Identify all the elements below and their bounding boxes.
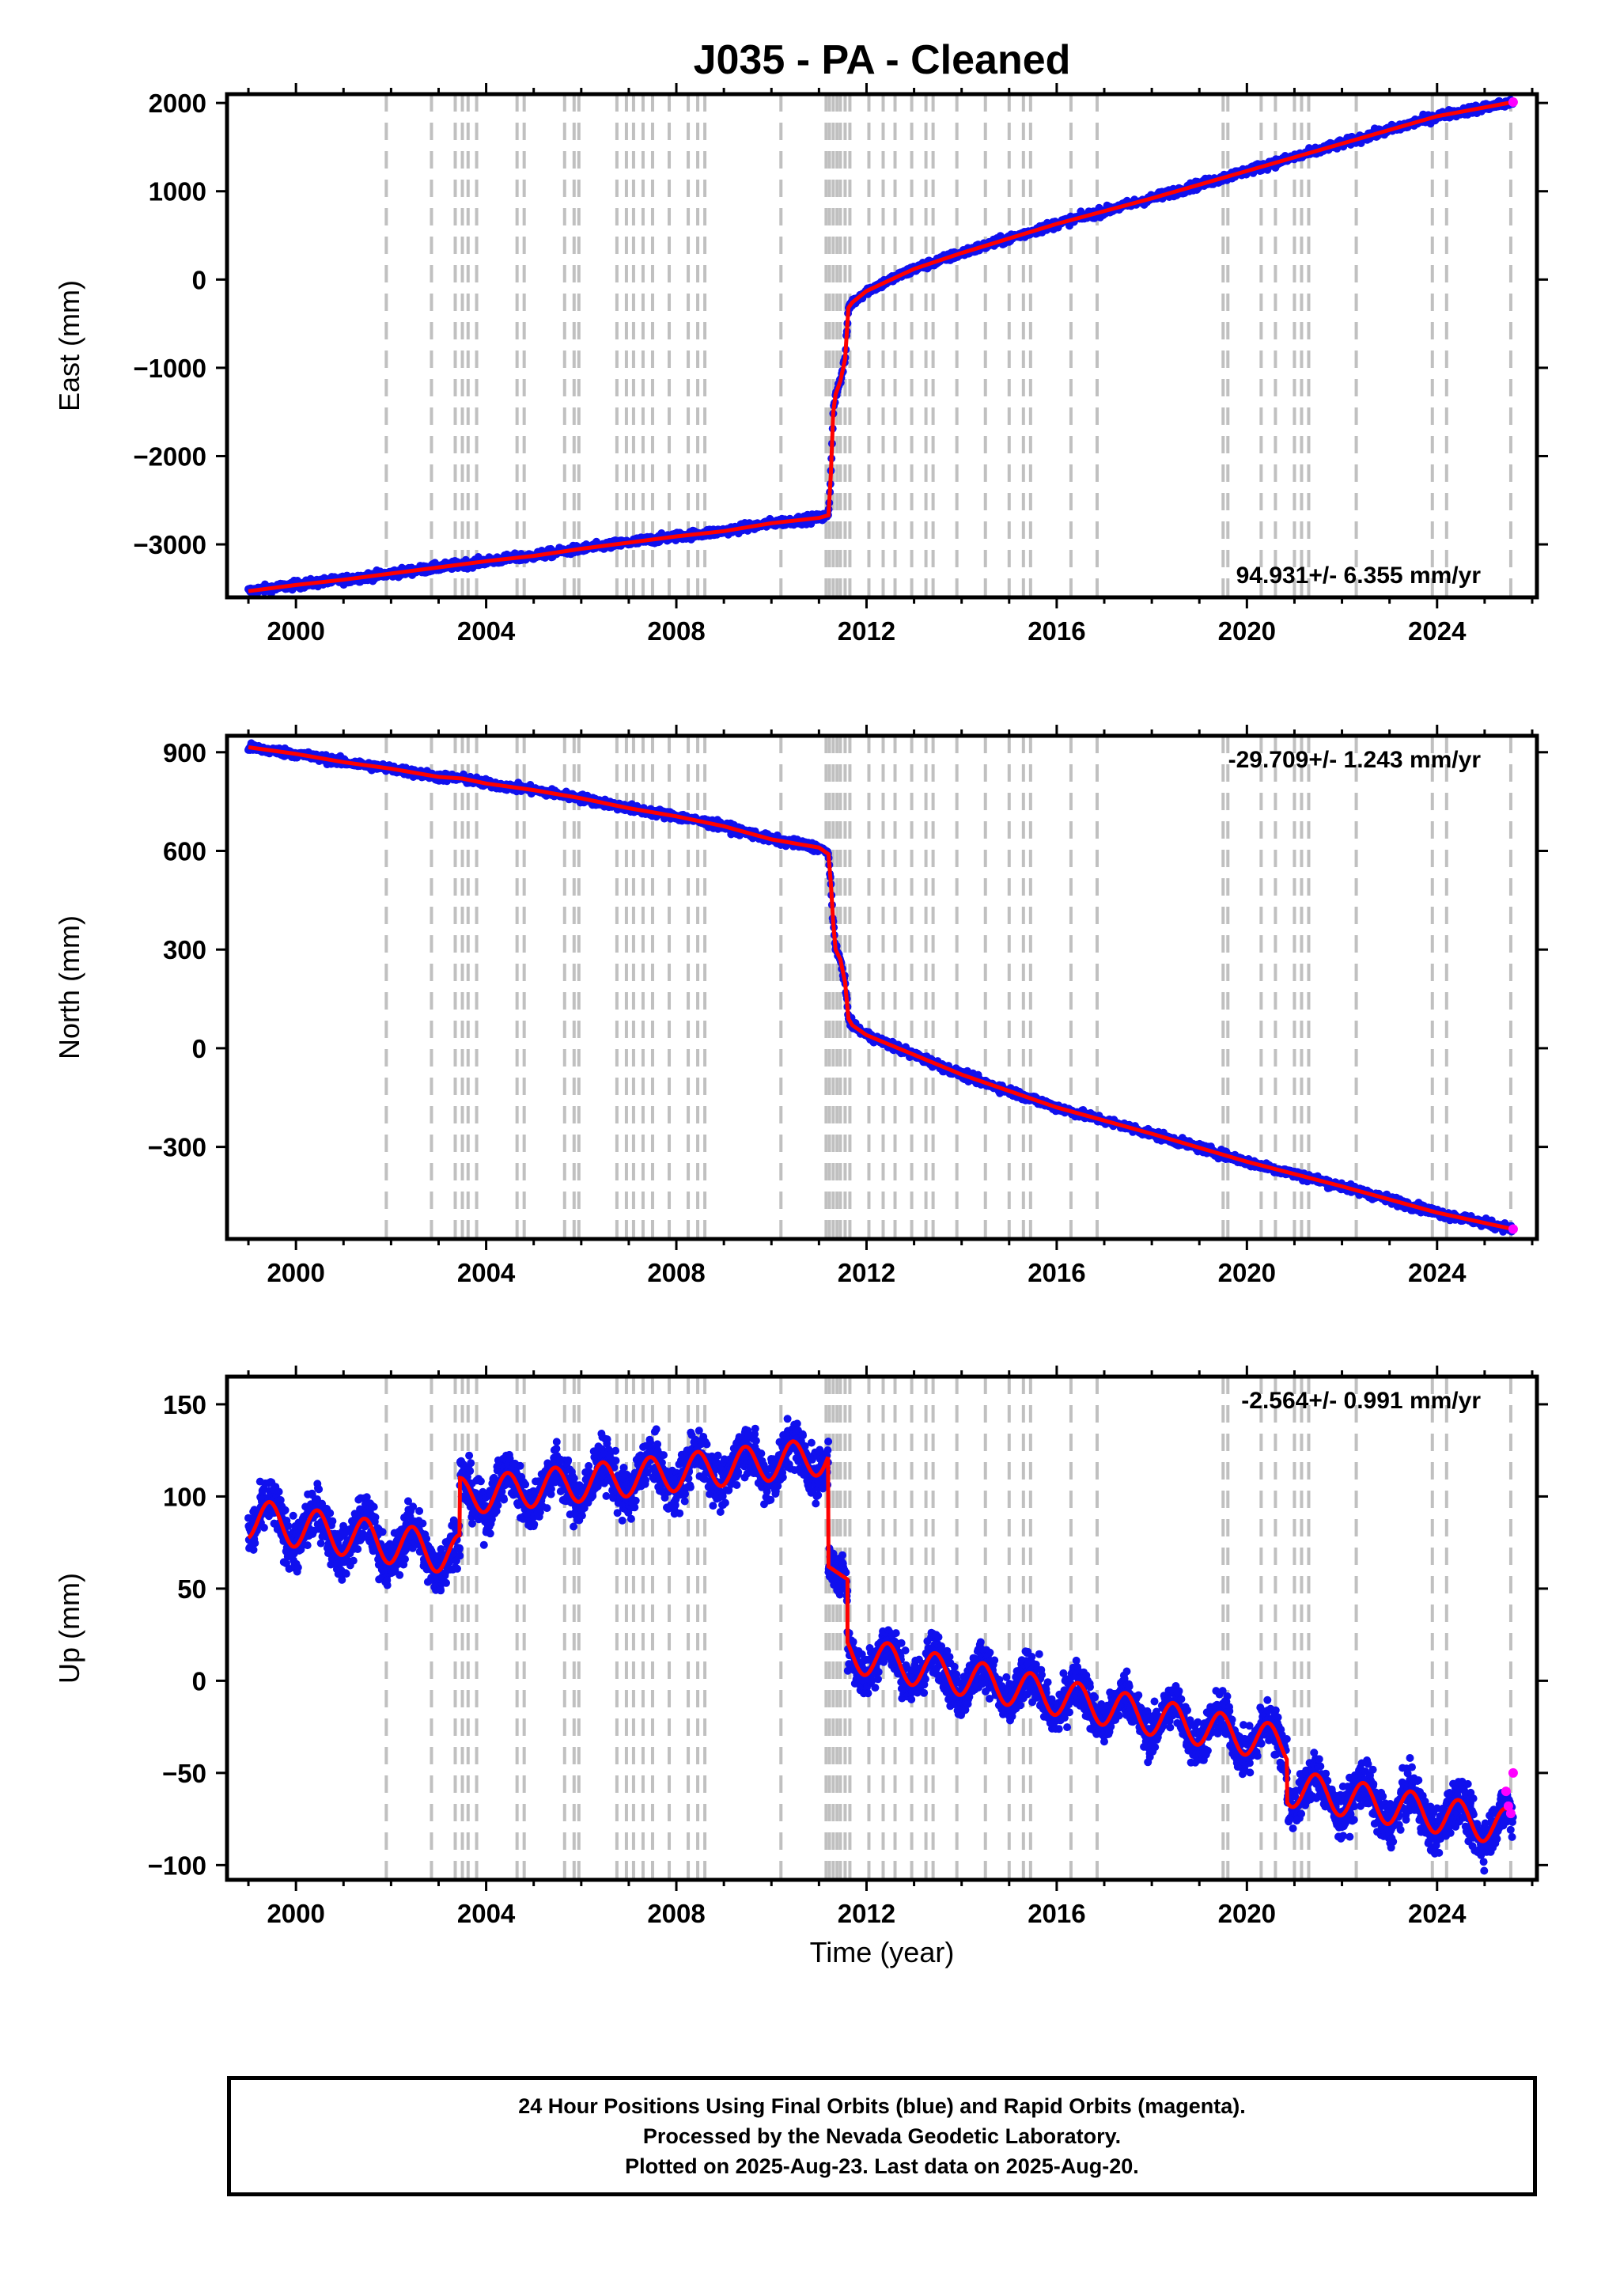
y-tick-label: 0 [192,1034,206,1063]
y-tick-label: −300 [148,1133,206,1162]
rapid-point [1508,97,1518,108]
y-axis-label: North (mm) [53,915,85,1059]
y-tick-label: 1000 [149,177,206,206]
event-lines [384,736,1512,1239]
y-tick-label: 300 [163,935,206,964]
y-axis-label: East (mm) [53,280,85,411]
data-point [276,1496,285,1504]
data-point [284,1521,293,1530]
data-point [251,1539,259,1548]
panel-frame [225,733,1539,1241]
model-line [248,745,1514,1231]
y-tick-label: 900 [163,738,206,767]
y-tick-label: 0 [192,265,206,294]
x-tick-label: 2008 [647,1258,705,1287]
x-tick-label: 2004 [457,616,516,646]
rate-label: 94.931+/- 6.355 mm/yr [1236,563,1482,589]
y-tick-label: −1000 [133,354,206,383]
y-tick-label: −3000 [133,530,206,559]
data-point [274,1487,283,1496]
x-tick-label: 2024 [1408,1258,1467,1287]
data-point [303,1541,312,1550]
x-tick-label: 2024 [1408,616,1467,646]
data-layer [244,1415,1518,1875]
x-tick-label: 2020 [1218,1258,1276,1287]
event-lines [384,94,1512,597]
panel-frame [225,92,1539,600]
y-tick-label: 600 [163,836,206,866]
data-point [249,1545,258,1554]
rate-label: -29.709+/- 1.243 mm/yr [1228,747,1482,773]
x-tick-label: 2012 [838,1258,895,1287]
panel-north: 2000 2004 2008 2012 2016 2020 2024 900 600 300 0 −3… [53,725,1548,1287]
x-tick-label: 2008 [647,616,705,646]
x-tick-label: 2004 [457,1258,516,1287]
x-tick-label: 2012 [838,616,895,646]
data-layer [244,739,1518,1236]
panel-east: 2000 2004 2008 2012 2016 2020 2024 2000 1000 0 −10… [53,83,1548,646]
data-point [259,1523,268,1532]
rapid-point [1508,1224,1518,1234]
x-tick-label: 2000 [267,1258,324,1287]
panel-up: 2000 2004 2008 2012 2016 2020 2024150100500−50… [53,1366,1548,1928]
chart-title: J035 - PA - Cleaned [694,37,1071,83]
y-tick-label: −2000 [133,441,206,471]
x-tick-label: 2000 [267,616,324,646]
x-tick-label: 2016 [1028,1258,1085,1287]
x-tick-label: 2020 [1218,616,1276,646]
data-point [293,1563,302,1572]
data-point [281,1506,290,1514]
x-tick-label: 2016 [1028,616,1085,646]
data-point [289,1511,297,1520]
model-line [248,100,1514,593]
data-layer [244,96,1518,597]
y-tick-label: 2000 [149,89,206,118]
